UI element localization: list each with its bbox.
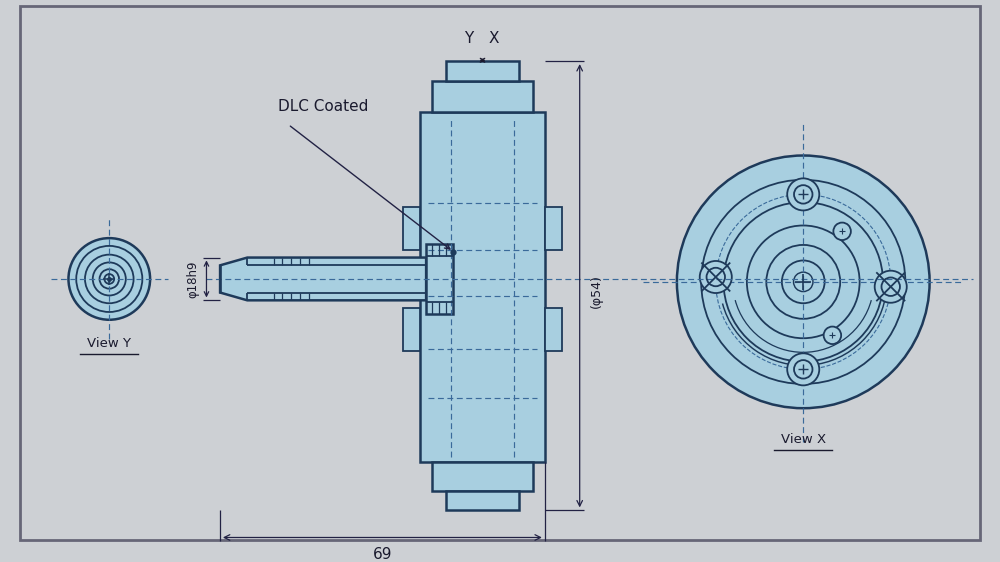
Text: φ18h9: φ18h9	[186, 260, 199, 298]
Text: View Y: View Y	[87, 337, 131, 350]
Text: Y: Y	[464, 31, 474, 47]
Bar	[403, 207, 420, 250]
Bar	[432, 81, 533, 112]
Bar	[545, 308, 562, 351]
Text: 69: 69	[373, 547, 392, 562]
Text: View X: View X	[781, 433, 826, 446]
Bar	[403, 308, 420, 351]
Circle shape	[677, 156, 930, 408]
Text: DLC Coated: DLC Coated	[278, 99, 369, 115]
Bar	[426, 244, 453, 314]
Circle shape	[68, 238, 150, 320]
Circle shape	[787, 178, 819, 210]
Circle shape	[700, 261, 732, 293]
Circle shape	[824, 327, 841, 344]
Bar	[446, 61, 519, 81]
Circle shape	[875, 271, 907, 303]
Bar	[446, 491, 519, 510]
Bar	[545, 207, 562, 250]
Bar	[420, 112, 545, 461]
Text: X: X	[489, 31, 499, 47]
Text: (φ54): (φ54)	[589, 274, 602, 307]
Circle shape	[833, 223, 851, 240]
Bar	[432, 461, 533, 491]
Polygon shape	[220, 257, 426, 300]
Circle shape	[787, 353, 819, 386]
